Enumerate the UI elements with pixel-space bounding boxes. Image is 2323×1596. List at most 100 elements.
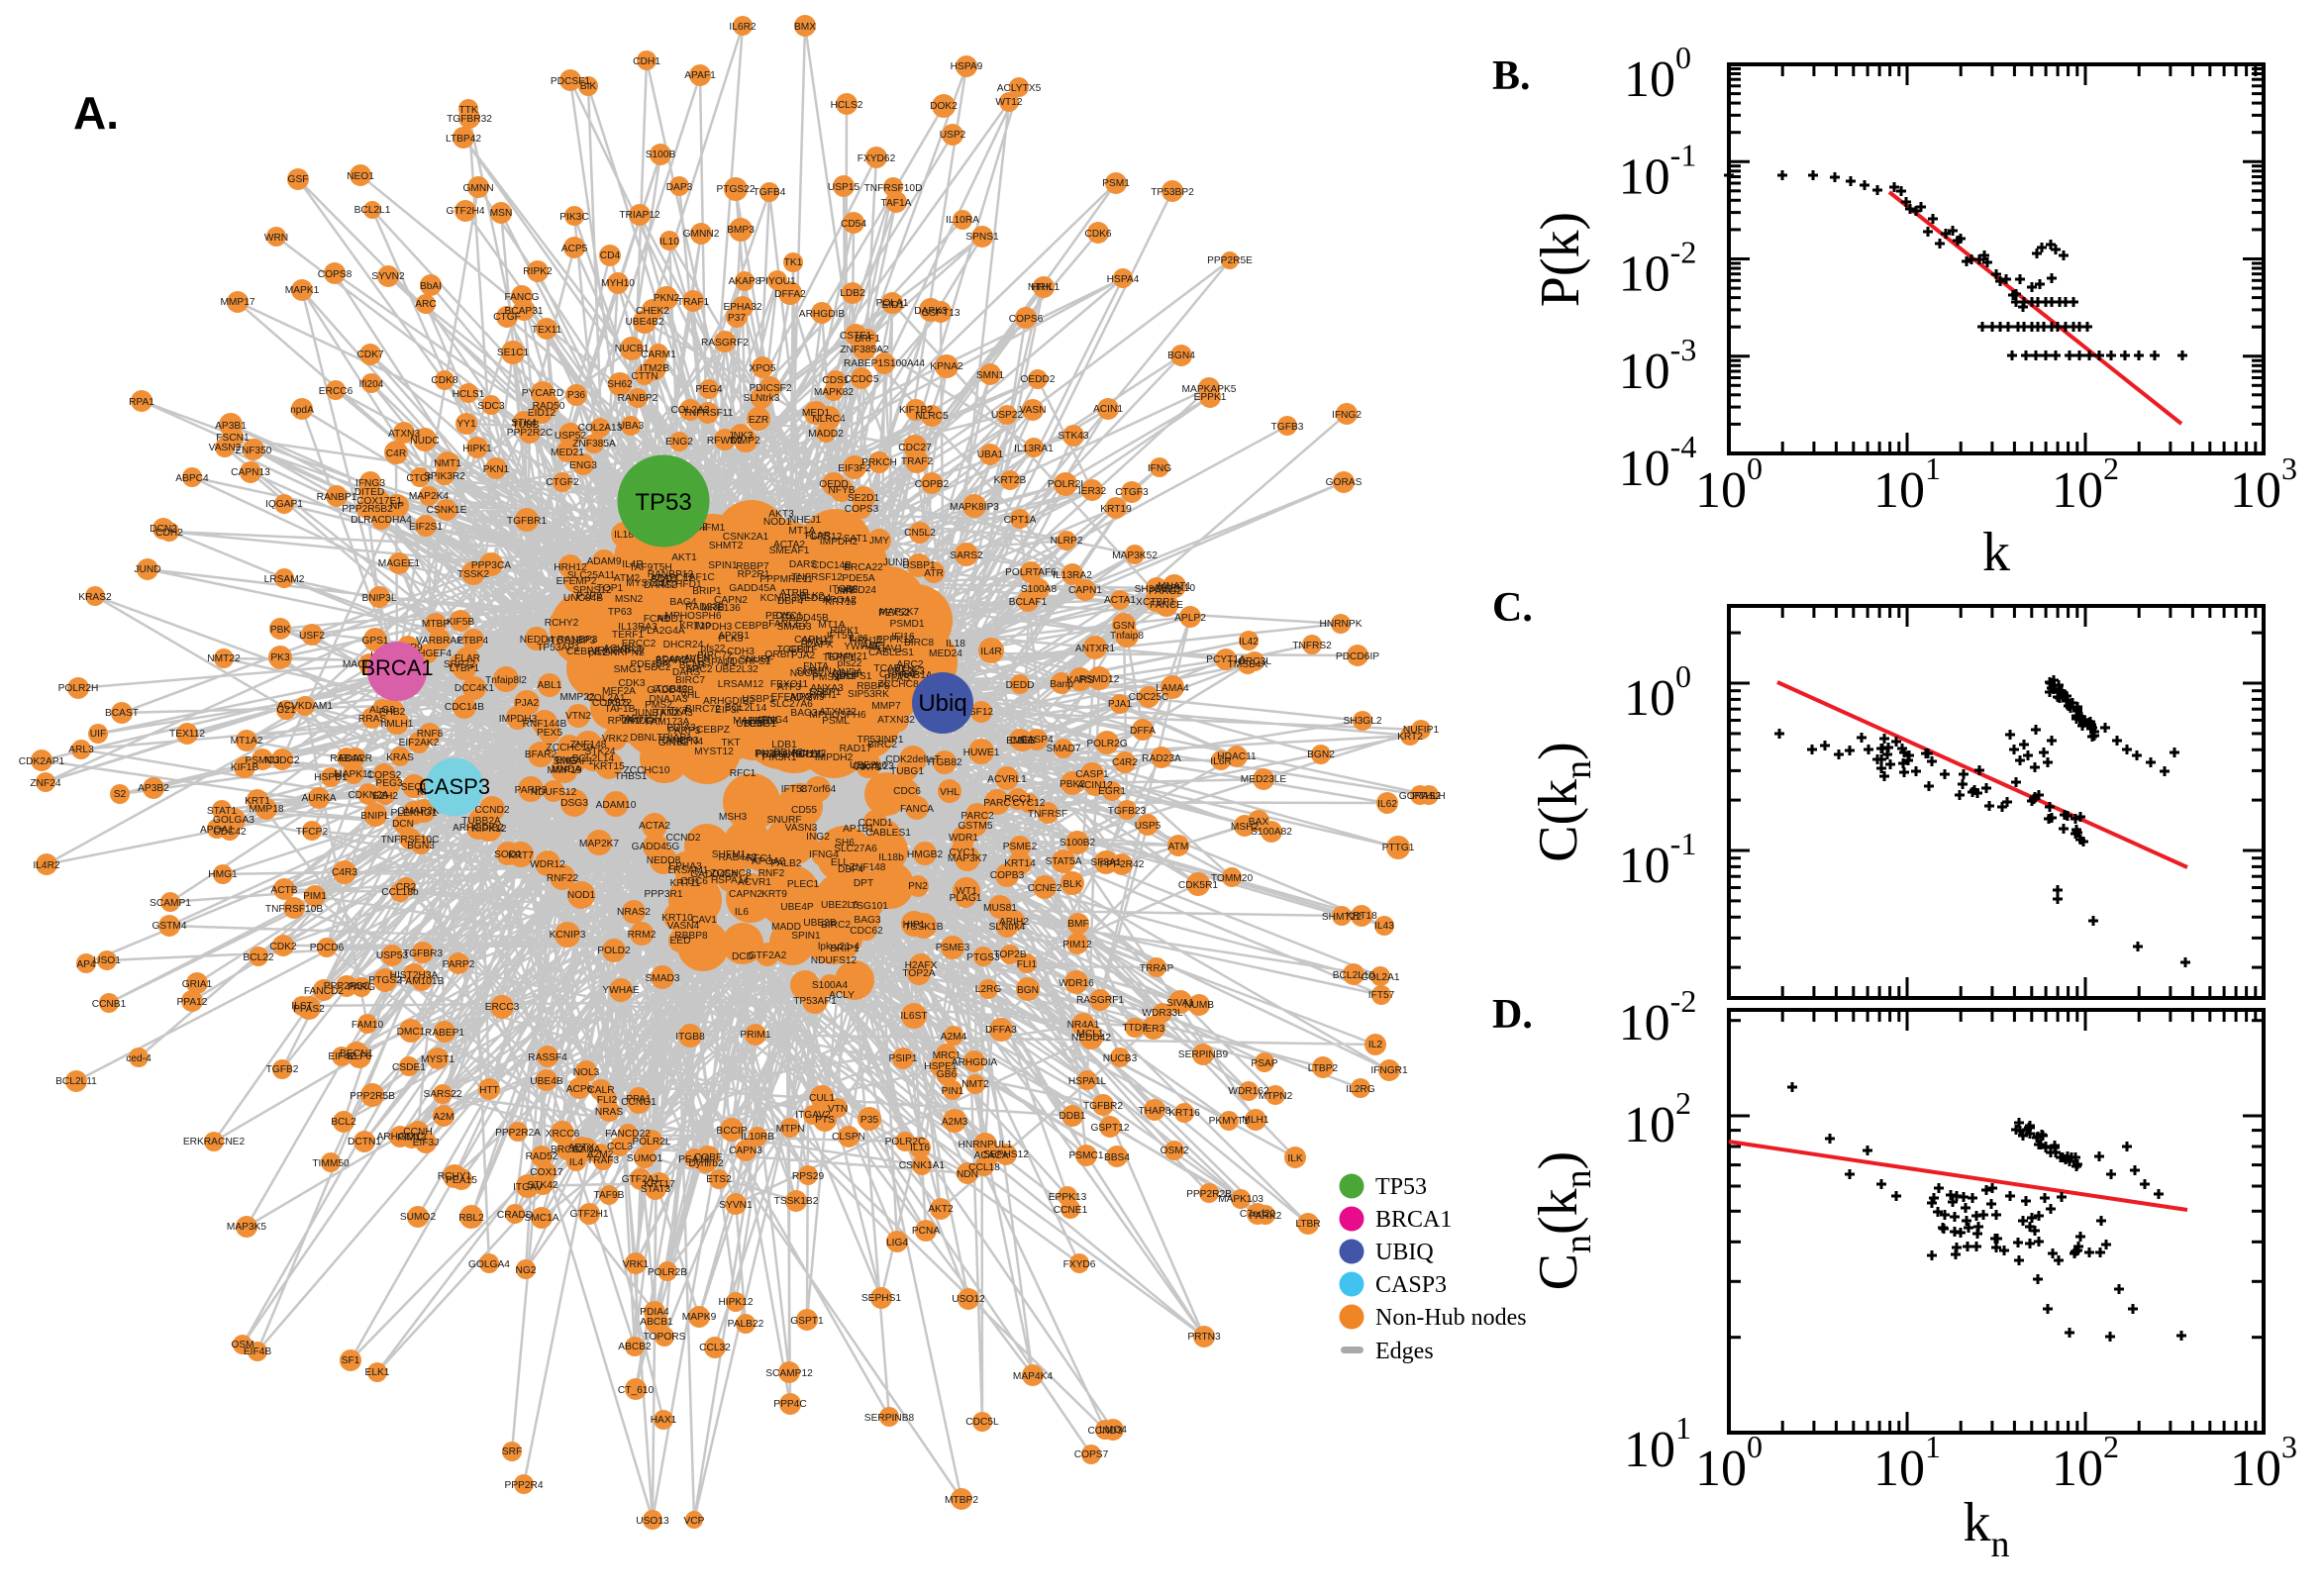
svg-text:VARBRAP: VARBRAP	[416, 636, 463, 647]
svg-text:RFC1: RFC1	[730, 768, 757, 779]
svg-text:MED21: MED21	[551, 448, 584, 458]
svg-text:CSTF1: CSTF1	[840, 331, 872, 342]
svg-text:CSNK1E: CSNK1E	[427, 505, 467, 516]
svg-text:ITGB8: ITGB8	[829, 584, 858, 595]
svg-text:CASP4: CASP4	[1020, 735, 1054, 746]
svg-text:SOD1: SOD1	[494, 849, 522, 860]
svg-text:RAB4A2: RAB4A2	[718, 852, 757, 863]
svg-text:BMX: BMX	[794, 22, 816, 33]
svg-text:SMAD7: SMAD7	[1046, 744, 1080, 754]
svg-text:FAM173A: FAM173A	[646, 717, 690, 728]
svg-text:MTBP: MTBP	[422, 619, 451, 630]
svg-text:IL43: IL43	[1374, 921, 1394, 932]
svg-text:CCL18: CCL18	[968, 1162, 1000, 1173]
svg-text:RANBP3: RANBP3	[658, 736, 699, 747]
svg-text:RP2R1: RP2R1	[608, 716, 641, 727]
svg-text:PDE10A: PDE10A	[630, 659, 668, 670]
svg-text:KRT15: KRT15	[825, 597, 857, 608]
svg-text:NEDD4: NEDD4	[797, 593, 832, 604]
svg-text:PIN1: PIN1	[942, 1086, 964, 1097]
svg-text:BCL2L11: BCL2L11	[55, 1076, 97, 1087]
svg-text:LRSAM12: LRSAM12	[718, 679, 764, 690]
svg-text:NLRC4: NLRC4	[812, 414, 846, 425]
svg-text:PARC2: PARC2	[960, 811, 994, 822]
svg-text:EFEMP2: EFEMP2	[771, 692, 812, 703]
svg-text:TNFRSF10C: TNFRSF10C	[381, 835, 440, 846]
svg-text:PDCSF1: PDCSF1	[551, 76, 591, 87]
svg-text:MLH1: MLH1	[1242, 1115, 1269, 1126]
svg-text:NUMB: NUMB	[1184, 1000, 1214, 1011]
svg-text:C7orf20: C7orf20	[1240, 1209, 1276, 1220]
svg-text:MED24: MED24	[929, 648, 962, 659]
svg-text:SEPHS12: SEPHS12	[983, 1149, 1029, 1160]
svg-text:PPP2R2C: PPP2R2C	[507, 428, 553, 439]
svg-text:PIM12: PIM12	[1062, 940, 1092, 950]
svg-text:IFI16: IFI16	[891, 632, 915, 643]
svg-text:PYCARD: PYCARD	[522, 388, 563, 399]
svg-text:SH3GL2: SH3GL2	[1343, 716, 1381, 727]
svg-text:MAGEE1: MAGEE1	[378, 558, 421, 569]
svg-text:HSPA9: HSPA9	[951, 61, 983, 72]
svg-text:ARIH2: ARIH2	[999, 917, 1029, 928]
svg-text:CDK6: CDK6	[1084, 229, 1112, 240]
svg-text:RIPK12: RIPK12	[471, 824, 506, 835]
svg-text:DARS: DARS	[672, 667, 701, 678]
svg-text:PHB2: PHB2	[379, 707, 406, 718]
svg-text:SHMT2: SHMT2	[709, 541, 744, 551]
svg-text:PSME3: PSME3	[936, 943, 970, 953]
svg-text:MYH10: MYH10	[601, 278, 635, 289]
svg-text:ITGB82: ITGB82	[653, 684, 687, 695]
svg-text:ACACA: ACACA	[973, 1150, 1008, 1161]
svg-text:IL13RA2: IL13RA2	[1053, 570, 1092, 581]
svg-text:PARG: PARG	[348, 982, 375, 993]
svg-text:VHL: VHL	[680, 690, 700, 701]
svg-text:BMP3: BMP3	[727, 225, 755, 236]
svg-text:GTF2A1: GTF2A1	[622, 1174, 660, 1185]
svg-text:VASN4: VASN4	[667, 921, 700, 932]
svg-text:CCND2: CCND2	[665, 833, 700, 844]
svg-text:TIMM50: TIMM50	[312, 1158, 350, 1169]
svg-text:AKT1: AKT1	[671, 552, 697, 563]
svg-text:DFFA3: DFFA3	[985, 1025, 1017, 1036]
svg-text:PEG3: PEG3	[375, 778, 403, 789]
svg-text:NMT2: NMT2	[961, 1079, 989, 1090]
svg-text:USP53: USP53	[376, 950, 409, 961]
svg-text:TCAP: TCAP	[873, 663, 900, 674]
svg-text:ATRIP: ATRIP	[779, 588, 808, 599]
svg-text:CDK7: CDK7	[356, 349, 384, 360]
svg-text:ARL3: ARL3	[68, 745, 94, 755]
svg-text:BCL22: BCL22	[243, 952, 273, 963]
svg-text:GTF2H1: GTF2H1	[569, 1209, 608, 1220]
svg-text:MT1A: MT1A	[818, 620, 845, 631]
svg-text:EID12: EID12	[528, 408, 556, 419]
svg-text:NDUFS12: NDUFS12	[531, 787, 577, 798]
svg-text:EPHA3: EPHA3	[668, 861, 702, 872]
svg-text:MRE136: MRE136	[701, 603, 741, 614]
svg-text:SMG1: SMG1	[801, 637, 830, 648]
svg-text:CPT1A: CPT1A	[1004, 515, 1037, 526]
svg-text:PJA2: PJA2	[791, 650, 816, 661]
svg-text:HDAC11: HDAC11	[1217, 751, 1257, 762]
svg-text:PKN1: PKN1	[483, 464, 510, 475]
svg-text:TNFRSF11: TNFRSF11	[683, 408, 734, 419]
svg-text:GTF2H4: GTF2H4	[446, 206, 484, 217]
svg-text:LMO4: LMO4	[1099, 1425, 1127, 1436]
svg-text:RRAS: RRAS	[358, 714, 387, 725]
svg-text:GPS12: GPS12	[810, 532, 843, 543]
svg-text:TGFBR2: TGFBR2	[1083, 1101, 1124, 1112]
svg-text:CD55: CD55	[798, 749, 824, 760]
svg-text:USO1: USO1	[93, 955, 121, 966]
svg-text:PLA2G4A: PLA2G4A	[640, 626, 685, 637]
svg-text:PKN2: PKN2	[654, 293, 680, 304]
svg-text:A.: A.	[73, 87, 119, 139]
svg-text:GORAS2: GORAS2	[1399, 791, 1442, 802]
svg-text:BCL2L14: BCL2L14	[725, 703, 767, 714]
svg-text:TNFRSF: TNFRSF	[1028, 809, 1067, 820]
svg-text:AKAP8: AKAP8	[729, 276, 761, 287]
svg-text:BIK: BIK	[580, 81, 597, 92]
svg-text:TUBG1: TUBG1	[890, 766, 924, 777]
svg-text:SUMO2: SUMO2	[400, 1212, 437, 1223]
svg-text:HIPK1: HIPK1	[462, 444, 492, 454]
svg-text:HSPE1: HSPE1	[924, 1061, 958, 1072]
svg-text:SERPINB8: SERPINB8	[864, 1413, 915, 1424]
